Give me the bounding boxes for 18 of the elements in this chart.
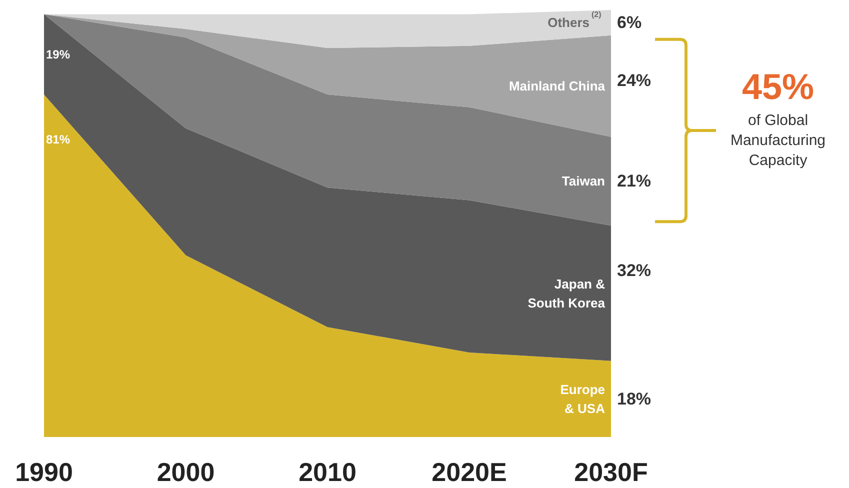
data-label: 6% (617, 13, 642, 32)
series-label: Mainland China (508, 78, 606, 94)
x-tick-label: 2010 (298, 457, 356, 487)
x-tick-label: 2020E (432, 457, 507, 487)
data-label: 32% (617, 261, 652, 280)
series-label: Taiwan (562, 174, 606, 189)
series-label: Europe & USA (560, 382, 606, 416)
data-label: 21% (617, 172, 652, 191)
data-label: 19% (46, 47, 70, 62)
series-label: Japan & South Korea (528, 276, 606, 310)
data-label: 81% (46, 132, 70, 147)
x-tick-label: 1990 (15, 457, 73, 487)
x-tick-label: 2030F (574, 457, 648, 487)
data-label: 18% (617, 389, 652, 408)
text: 45% (742, 66, 814, 107)
x-tick-label: 2000 (156, 457, 215, 487)
data-label: 24% (617, 70, 652, 90)
text: of Global Manufacturing Capacity (730, 112, 826, 169)
